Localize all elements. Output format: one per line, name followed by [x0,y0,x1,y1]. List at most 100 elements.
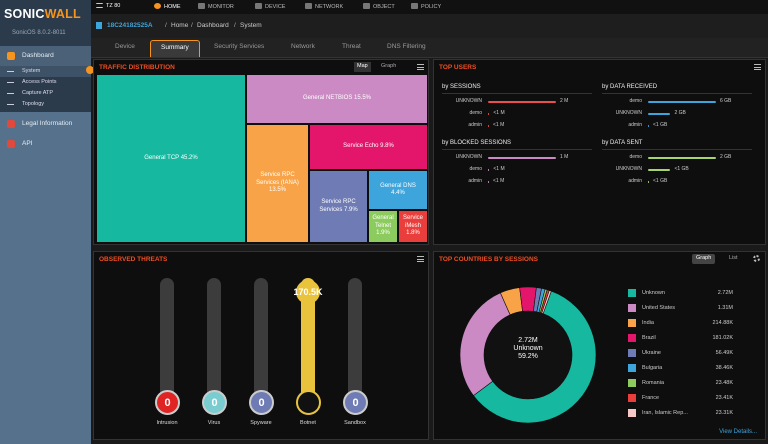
treemap-cell[interactable]: Service Echo 9.8% [309,124,428,170]
user-name: UNKNOWN [615,110,642,116]
legend-item[interactable]: India 214.88K [628,319,733,328]
nav-object[interactable]: OBJECT [363,3,395,10]
device-serial[interactable]: 18C24182525A [107,22,153,29]
sidebar: SONICWALL SonicOS 8.0.2-8011 Dashboard S… [0,0,94,444]
user-row[interactable]: UNKNOWN <1 GB [602,166,752,174]
legend-swatch [628,289,636,297]
tab-dns-filtering[interactable]: DNS Filtering [387,43,426,50]
user-bar [648,157,716,159]
user-bar [648,169,671,171]
view-details-link[interactable]: View Details... [719,429,757,435]
user-row[interactable]: demo <1 M [442,166,592,174]
map-toggle[interactable]: Map [354,62,371,72]
user-row[interactable]: UNKNOWN 2 M [442,98,592,106]
panel-menu-icon[interactable] [417,64,424,70]
list-toggle[interactable]: List [729,255,738,261]
threat-count-circle[interactable]: 0 [343,390,368,415]
device-icon [255,3,262,9]
tab-network[interactable]: Network [291,43,315,50]
treemap-cell[interactable]: General NETBIOS 15.5% [246,74,428,124]
legend-item[interactable]: Ukraine 56.49K [628,349,733,358]
nav-home[interactable]: HOME [154,3,181,10]
sidebar-item-system[interactable]: System [0,66,91,77]
legend-country: Unknown [642,290,665,296]
threat-count-circle[interactable]: 0 [202,390,227,415]
treemap-cell[interactable]: General TCP 45.2% [96,74,246,243]
sidebar-item-legal[interactable]: Legal Information [0,114,91,132]
sidebar-item-api[interactable]: API [0,134,91,152]
threat-label: Sandbox [344,420,366,426]
user-row[interactable]: UNKNOWN 1 M [442,154,592,162]
user-bar [648,125,649,127]
breadcrumb: 18C24182525A / Home / Dashboard / System [91,14,768,38]
treemap-cell-label: General DNS 4.4% [380,182,416,197]
sidebar-item-topology[interactable]: Topology [0,99,91,110]
os-version: SonicOS 8.0.2-8011 [12,30,66,36]
treemap-cell[interactable]: Service RPC Services (IANA) 13.5% [246,124,309,243]
threat-gauge-track [207,278,221,402]
user-row[interactable]: admin <1 GB [602,122,752,130]
tab-threat[interactable]: Threat [342,43,361,50]
user-row[interactable]: demo 2 GB [602,154,752,162]
crumb-system: System [240,22,262,29]
treemap-cell[interactable]: General DNS 4.4% [368,170,428,210]
users-group-title: by DATA RECEIVED [602,84,752,94]
user-row[interactable]: demo 6 GB [602,98,752,106]
settings-gear-icon[interactable] [753,255,760,262]
tab-summary[interactable]: Summary [150,40,200,57]
user-value: 2 M [560,98,569,104]
sidebar-item-capture-atp[interactable]: Capture ATP [0,88,91,99]
nav-policy[interactable]: POLICY [411,3,441,10]
user-name: UNKNOWN [455,154,482,160]
legend-item[interactable]: Brazil 181.02K [628,334,733,343]
threat-count-circle[interactable] [296,390,321,415]
graph-toggle[interactable]: Graph [381,63,397,69]
user-value: <1 M [493,122,505,128]
user-row[interactable]: UNKNOWN 2 GB [602,110,752,118]
crumb-home[interactable]: Home [171,22,189,29]
user-row[interactable]: admin <1 GB [602,178,752,186]
nav-monitor[interactable]: MONITOR [198,3,234,10]
legend-item[interactable]: Bulgaria 38.46K [628,364,733,373]
sidebar-lower: Legal Information API [0,112,91,444]
user-row[interactable]: admin <1 M [442,122,592,130]
user-bar [488,169,490,171]
user-bar [648,113,671,115]
panel-menu-icon[interactable] [754,64,761,70]
tab-device[interactable]: Device [115,43,135,50]
treemap-cell-label: Service RPC Services (IANA) 13.5% [256,172,299,194]
user-bar [488,101,556,103]
user-name: demo [469,166,482,172]
panel-title: OBSERVED THREATS [99,256,168,263]
user-row[interactable]: admin <1 M [442,178,592,186]
treemap-cell[interactable]: Service RPC Services 7.9% [309,170,368,243]
legal-icon [7,120,15,128]
legend-item[interactable]: Unknown 2.72M [628,289,733,298]
donut-hole [484,311,572,399]
legend-item[interactable]: France 23.41K [628,394,733,403]
panel-menu-icon[interactable] [417,256,424,262]
legend-item[interactable]: Romania 23.48K [628,379,733,388]
legend-item[interactable]: Iran, Islamic Rep... 23.31K [628,409,733,418]
policy-icon [411,3,418,9]
treemap-cell[interactable]: General Telnet 1.9% [368,210,398,243]
user-row[interactable]: demo <1 M [442,110,592,118]
graph-toggle[interactable]: Graph [692,254,716,264]
user-bar [488,181,489,183]
threat-count-circle[interactable]: 0 [249,390,274,415]
crumb-dashboard[interactable]: Dashboard [197,22,229,29]
nav-network[interactable]: NETWORK [305,3,343,10]
treemap-cell[interactable]: Service iMesh 1.8% [398,210,428,243]
legend-country: Iran, Islamic Rep... [642,410,688,416]
users-group-title: by SESSIONS [442,84,592,94]
legend-value: 2.72M [717,290,733,296]
panel-title: TOP COUNTRIES BY SESSIONS [439,256,538,263]
sidebar-item-dashboard[interactable]: Dashboard [0,46,91,66]
nav-device[interactable]: DEVICE [255,3,285,10]
legend-item[interactable]: United States 1.31M [628,304,733,313]
threat-count-circle[interactable]: 0 [155,390,180,415]
menu-toggle[interactable]: TZ 80 [96,3,120,9]
tab-security-services[interactable]: Security Services [214,43,265,50]
legend-value: 181.02K [712,335,734,341]
sidebar-item-access-points[interactable]: Access Points [0,77,91,88]
